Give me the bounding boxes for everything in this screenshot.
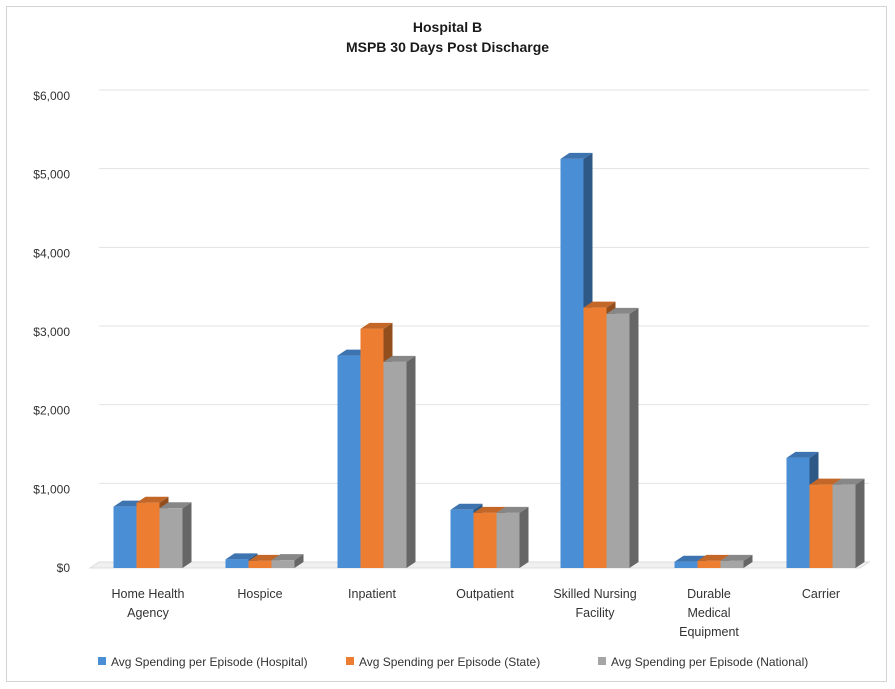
x-category-label: Medical	[687, 606, 730, 620]
bar-top	[473, 506, 506, 513]
bar	[809, 484, 833, 568]
chart-frame	[6, 6, 887, 682]
legend-label: Avg Spending per Episode (Hospital)	[111, 655, 308, 669]
x-category-label: Facility	[576, 606, 616, 620]
y-tick-label: $3,000	[33, 325, 70, 339]
x-category-label: Carrier	[802, 587, 840, 601]
y-tick-label: $6,000	[33, 89, 70, 103]
x-category-label: Hospice	[237, 587, 282, 601]
bar	[496, 512, 520, 568]
bar-top	[136, 496, 169, 503]
bar	[606, 313, 630, 568]
bar	[697, 560, 721, 568]
bar	[136, 502, 160, 568]
bar	[450, 509, 474, 568]
bar-side	[294, 554, 304, 568]
y-tick-label: $4,000	[33, 246, 70, 260]
legend-swatch	[598, 657, 606, 665]
y-tick-label: $1,000	[33, 482, 70, 496]
bar	[159, 508, 183, 568]
bar-top	[809, 478, 842, 485]
x-category-label: Inpatient	[348, 587, 396, 601]
x-category-label: Home Health	[112, 587, 185, 601]
x-category-label: Equipment	[679, 625, 739, 639]
bar-top	[271, 554, 304, 561]
bar-side	[743, 554, 753, 568]
bar-top	[606, 307, 639, 314]
bar-side	[855, 478, 865, 568]
legend-swatch	[346, 657, 354, 665]
bar	[337, 355, 361, 568]
legend-swatch	[98, 657, 106, 665]
bar-top	[786, 451, 819, 458]
bar	[583, 307, 607, 568]
bar-side	[519, 506, 529, 568]
bar	[113, 506, 137, 568]
bar-top	[159, 502, 192, 509]
bar-top	[832, 478, 865, 485]
bar-top	[560, 152, 593, 159]
bar	[832, 484, 856, 568]
chart-subtitle: MSPB 30 Days Post Discharge	[345, 39, 550, 55]
bar	[248, 560, 272, 568]
x-category-label: Outpatient	[456, 587, 514, 601]
bar	[560, 158, 584, 568]
bar-top	[720, 554, 753, 561]
x-category-label: Agency	[127, 606, 169, 620]
bar-top	[674, 555, 707, 562]
bar-top	[697, 554, 730, 561]
bar-side	[406, 355, 416, 568]
bar-top	[583, 301, 616, 308]
y-tick-label: $0	[57, 561, 71, 575]
bar-side	[182, 502, 192, 568]
bar	[271, 560, 295, 568]
legend-label: Avg Spending per Episode (State)	[359, 655, 540, 669]
bar	[786, 457, 810, 568]
bar-top	[248, 554, 281, 561]
bar	[674, 561, 698, 568]
bar	[720, 560, 744, 568]
bar-top	[225, 553, 258, 560]
x-category-label: Durable	[687, 587, 731, 601]
x-category-label: Skilled Nursing	[553, 587, 636, 601]
bar-side	[629, 307, 639, 568]
bar-top	[496, 506, 529, 513]
bar	[225, 559, 249, 568]
bar-top	[383, 355, 416, 362]
bar	[473, 512, 497, 568]
legend-label: Avg Spending per Episode (National)	[611, 655, 808, 669]
bar	[383, 361, 407, 568]
y-tick-label: $2,000	[33, 404, 70, 418]
bar-top	[360, 322, 393, 329]
y-tick-label: $5,000	[33, 168, 70, 182]
chart-title: Hospital B	[412, 19, 483, 35]
bar	[360, 328, 384, 568]
bar-top	[450, 503, 483, 510]
